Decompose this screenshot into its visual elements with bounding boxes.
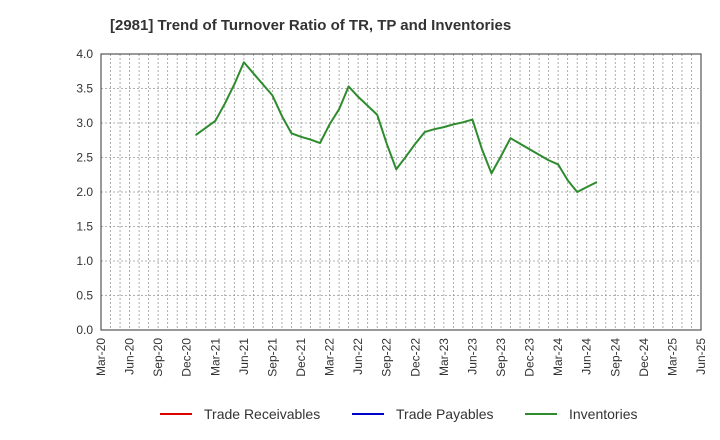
x-tick-label: Dec-23 [523,338,537,377]
y-tick-label: 4.0 [76,47,93,61]
x-tick-label: Mar-21 [208,338,222,376]
plot-border [100,53,702,331]
series-line [195,61,598,193]
x-tick-label: Mar-23 [437,338,451,376]
y-tick-label: 0.5 [76,289,93,303]
x-tick-label: Jun-24 [580,338,594,375]
x-tick-label: Sep-24 [608,338,622,377]
y-tick-label: 2.0 [76,185,93,199]
y-tick-label: 3.0 [76,116,93,130]
x-tick-label: Jun-23 [465,338,479,375]
x-tick-label: Sep-21 [265,338,279,377]
x-tick-label: Jun-22 [351,338,365,375]
x-tick-label: Jun-25 [694,338,708,375]
x-tick-label: Jun-21 [237,338,251,375]
chart-title: [2981] Trend of Turnover Ratio of TR, TP… [110,17,511,34]
y-tick-label: 2.5 [76,151,93,165]
y-tick-label: 0.0 [76,323,93,337]
x-tick-label: Mar-20 [94,338,108,376]
x-tick-label: Dec-21 [294,338,308,377]
x-tick-label: Sep-23 [494,338,508,377]
legend-label: Trade Payables [396,406,494,422]
x-tick-label: Mar-22 [323,338,337,376]
legend-label: Inventories [569,406,637,422]
x-tick-label: Dec-24 [637,338,651,377]
y-tick-label: 1.5 [76,220,93,234]
x-tick-label: Dec-20 [180,338,194,377]
legend: Trade Receivables Trade Payables Inventori… [160,406,637,422]
x-tick-label: Jun-20 [123,338,137,375]
x-tick-label: Dec-22 [408,338,422,377]
x-tick-label: Sep-22 [380,338,394,377]
y-tick-label: 1.0 [76,254,93,268]
legend-label: Trade Receivables [204,406,320,422]
grid [100,53,702,331]
x-tick-label: Sep-20 [151,338,165,377]
x-tick-label: Mar-25 [665,338,679,376]
x-tick-label: Mar-24 [551,338,565,376]
y-tick-label: 3.5 [76,82,93,96]
series-lines [195,61,598,193]
axes: 0.0 0.5 1.0 1.5 2.0 2.5 3.0 3.5 4.0 Mar-20 Jun-20 S… [76,47,708,377]
